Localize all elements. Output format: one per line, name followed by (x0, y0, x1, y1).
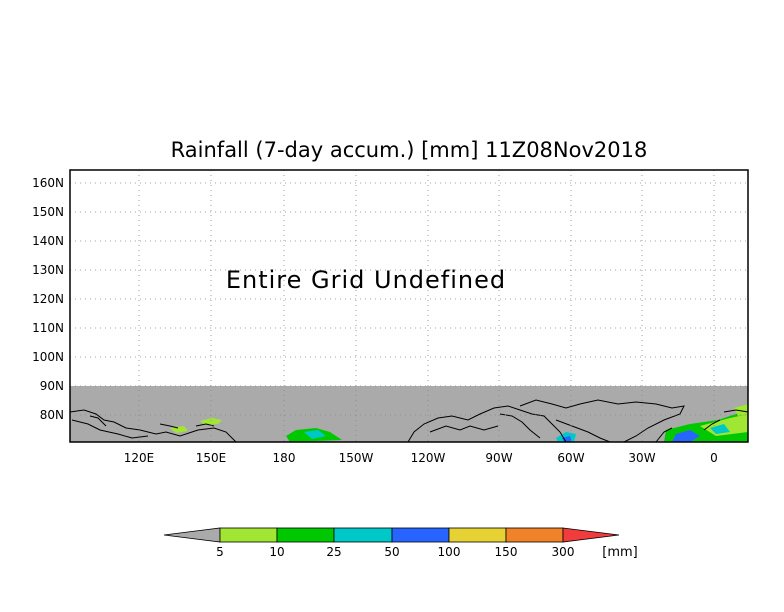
colorbar-threshold: 10 (269, 545, 284, 559)
map-title: Rainfall (7-day accum.) [mm] 11Z08Nov201… (171, 138, 648, 162)
lon-label: 30W (628, 451, 655, 465)
colorbar-threshold: 5 (216, 545, 224, 559)
lat-label: 100N (32, 350, 64, 364)
colorbar-threshold: 300 (552, 545, 575, 559)
lat-label: 150N (32, 205, 64, 219)
colorbar-unit: [mm] (602, 545, 637, 560)
colorbar-box (505, 527, 564, 543)
colorbar: 5 10 25 50 100 150 300 [mm] (163, 527, 638, 560)
undefined-grid-message: Entire Grid Undefined (226, 266, 506, 294)
colorbar-box (219, 527, 278, 543)
plot-frame (69, 169, 749, 443)
colorbar-box (276, 527, 335, 543)
colorbar-threshold: 25 (326, 545, 341, 559)
colorbar-low-arrow (163, 527, 221, 543)
lon-label: 120E (124, 451, 155, 465)
lon-label: 120W (411, 451, 446, 465)
colorbar-threshold: 150 (495, 545, 518, 559)
colorbar-high-arrow (562, 527, 620, 543)
lat-label: 90N (40, 379, 64, 393)
map-plot-area (69, 169, 749, 443)
longitude-axis: 120E 150E 180 150W 120W 90W 60W 30W 0 (124, 451, 718, 465)
lat-label: 80N (40, 408, 64, 422)
lat-label: 110N (32, 321, 64, 335)
lat-label: 130N (32, 263, 64, 277)
colorbar-box (333, 527, 393, 543)
lon-label: 150E (196, 451, 227, 465)
rain-patches (170, 404, 748, 442)
lat-label: 140N (32, 234, 64, 248)
undefined-data-band (70, 386, 748, 442)
lat-label: 120N (32, 292, 64, 306)
colorbar-box (448, 527, 507, 543)
lat-label: 160N (32, 176, 64, 190)
coastlines (69, 399, 749, 443)
colorbar-threshold: 100 (438, 545, 461, 559)
lon-label: 90W (485, 451, 512, 465)
colorbar-box (391, 527, 450, 543)
lon-label: 150W (339, 451, 374, 465)
lon-label: 0 (710, 451, 718, 465)
colorbar-threshold: 50 (384, 545, 399, 559)
latitude-axis: 160N 150N 140N 130N 120N 110N 100N 90N 8… (32, 176, 64, 422)
lon-label: 60W (557, 451, 584, 465)
grid-lines (70, 170, 748, 442)
lon-label: 180 (273, 451, 296, 465)
